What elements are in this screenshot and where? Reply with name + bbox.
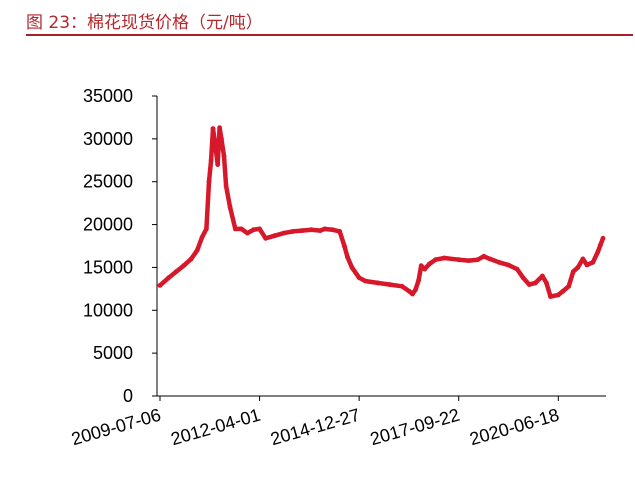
data-point — [475, 257, 481, 263]
data-point — [555, 292, 561, 298]
data-point — [410, 291, 415, 297]
data-point — [210, 126, 216, 131]
data-point — [206, 179, 212, 185]
data-point — [540, 273, 545, 279]
data-point — [418, 263, 424, 269]
data-point — [199, 235, 205, 240]
y-tick-label: 25000 — [83, 172, 133, 192]
data-point — [433, 257, 438, 263]
data-point — [342, 243, 347, 249]
data-point — [514, 266, 520, 272]
data-point — [204, 226, 209, 232]
x-tick-label: 2014-12-27 — [268, 405, 362, 450]
data-point — [213, 145, 219, 150]
data-point — [194, 247, 200, 253]
data-point — [166, 275, 172, 281]
data-point — [173, 269, 179, 275]
data-point — [356, 275, 362, 281]
figure-title: 图 23：棉花现货价格（元/吨） — [26, 13, 263, 33]
data-point — [580, 256, 586, 262]
data-point — [442, 255, 447, 261]
data-point — [600, 235, 606, 241]
data-point — [598, 242, 603, 248]
data-point — [322, 226, 328, 232]
data-point — [363, 278, 368, 284]
data-point — [263, 235, 268, 241]
data-point — [416, 277, 421, 283]
data-point — [349, 265, 355, 270]
data-point — [481, 253, 487, 259]
data-point — [560, 289, 566, 294]
x-tick-label: 2020-06-18 — [467, 405, 561, 450]
data-point — [595, 249, 601, 255]
x-tick-label: 2012-04-01 — [169, 405, 263, 450]
data-point — [188, 256, 194, 262]
data-point — [219, 136, 224, 142]
data-point — [422, 266, 428, 272]
data-point — [413, 287, 418, 293]
data-point — [590, 259, 596, 265]
data-point — [245, 230, 250, 236]
y-axis-ticks: 0 5000 10000 15000 20000 25000 30000 35000 — [83, 86, 157, 406]
data-point — [570, 269, 576, 275]
y-tick-label: 15000 — [83, 257, 133, 277]
data-point — [544, 280, 549, 286]
data-point — [584, 262, 590, 268]
data-point — [157, 283, 163, 288]
data-point — [181, 263, 187, 269]
data-point — [217, 125, 223, 131]
data-point — [257, 226, 262, 232]
data-point — [375, 280, 381, 286]
y-tick-label: 30000 — [83, 129, 133, 149]
data-point — [345, 254, 350, 260]
data-point — [223, 183, 229, 189]
data-point — [308, 227, 314, 233]
series-line — [157, 125, 606, 299]
data-point — [208, 157, 214, 163]
x-tick-label: 2009-07-06 — [69, 405, 163, 450]
x-tick-label: 2017-09-22 — [368, 405, 462, 450]
data-point — [251, 227, 256, 233]
data-point — [272, 233, 278, 239]
x-axis-ticks: 2009-07-06 2012-04-01 2014-12-27 2017-09-22… — [69, 396, 561, 449]
data-point — [317, 228, 323, 234]
data-point — [232, 226, 238, 232]
data-point — [215, 162, 221, 168]
data-point — [290, 229, 296, 234]
data-point — [520, 275, 526, 281]
data-point — [281, 230, 287, 236]
data-point — [575, 265, 581, 270]
data-point — [505, 262, 511, 268]
data-point — [496, 259, 502, 265]
data-point — [456, 257, 462, 263]
data-point — [337, 229, 343, 234]
data-point — [533, 280, 538, 286]
data-point — [227, 205, 233, 210]
data-point — [399, 283, 405, 289]
data-point — [548, 294, 553, 299]
y-tick-label: 0 — [123, 386, 133, 406]
data-point — [466, 258, 472, 263]
y-tick-label: 35000 — [83, 86, 133, 106]
data-point — [566, 283, 572, 289]
data-point — [526, 282, 532, 287]
data-point — [387, 282, 393, 287]
y-tick-label: 20000 — [83, 215, 133, 235]
y-tick-label: 10000 — [83, 300, 133, 320]
data-point — [221, 153, 227, 159]
series-layer — [157, 125, 606, 299]
data-point — [239, 226, 244, 232]
data-point — [487, 256, 493, 262]
figure-header: 图 23：棉花现货价格（元/吨） — [26, 6, 633, 36]
y-tick-label: 5000 — [93, 343, 133, 363]
data-point — [426, 261, 432, 267]
data-point — [299, 228, 305, 234]
data-point — [329, 227, 335, 233]
